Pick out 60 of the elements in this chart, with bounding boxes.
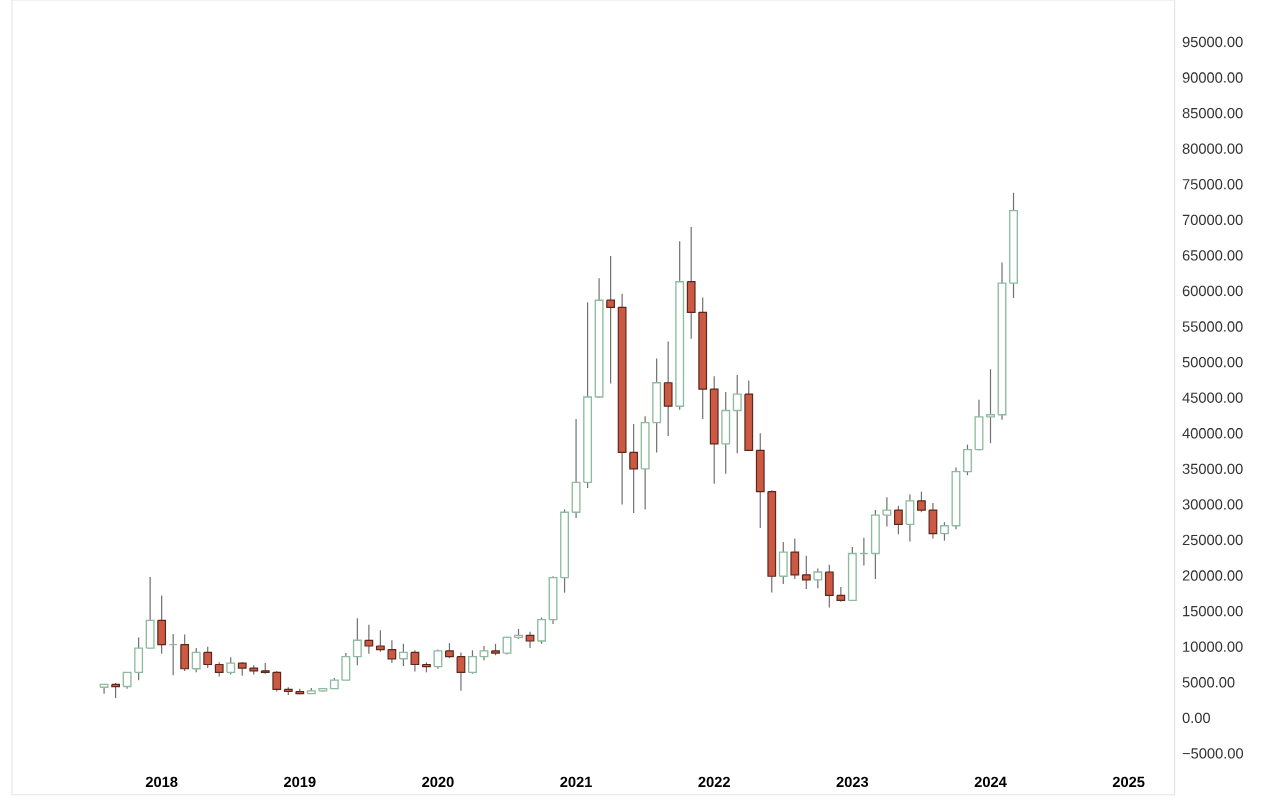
candlestick: [537, 616, 546, 645]
candlestick: [387, 639, 397, 664]
candlestick: [272, 670, 282, 693]
x-tick-label: 2022: [698, 776, 730, 788]
y-tick-label: 50000.00: [1182, 356, 1243, 368]
candlestick: [824, 564, 834, 609]
candlestick: [468, 649, 477, 675]
candlestick: [663, 340, 673, 437]
x-tick-label: 2018: [145, 776, 178, 788]
x-tick-label: 2020: [422, 776, 454, 788]
y-tick-label: 90000.00: [1182, 72, 1243, 83]
candlestick: [364, 624, 374, 655]
y-tick-label: 5000.00: [1182, 677, 1235, 688]
y-tick-label: 35000.00: [1182, 463, 1243, 475]
y-tick-label: 10000.00: [1183, 641, 1243, 652]
y-tick-label: 15000.00: [1183, 605, 1243, 617]
candlestick: [191, 647, 201, 673]
x-tick-label: 2021: [560, 776, 592, 788]
candlestick: [410, 649, 420, 673]
y-tick-label: 95000.00: [1182, 36, 1243, 48]
x-tick-label: 2023: [836, 776, 869, 788]
y-tick-label: 85000.00: [1182, 107, 1243, 119]
x-tick-label: 2024: [974, 776, 1007, 788]
candlestick: [375, 629, 385, 653]
y-tick-label: 20000.00: [1182, 570, 1243, 581]
y-tick-label: −5000.00: [1182, 748, 1244, 759]
candlestick: [99, 683, 109, 695]
candlestick: [203, 646, 213, 669]
candlestick: [629, 423, 639, 514]
candlestick: [732, 374, 742, 454]
candlestick: [917, 491, 926, 513]
candlestick: [894, 505, 903, 535]
candlestick: [939, 521, 949, 542]
candlestick: [456, 651, 466, 692]
candlestick: [525, 631, 535, 649]
y-tick-label: 45000.00: [1182, 392, 1243, 403]
x-tick-label: 2025: [1112, 776, 1145, 788]
y-tick-label: 75000.00: [1182, 179, 1243, 190]
candlestick: [398, 643, 408, 667]
candlestick: [963, 444, 972, 476]
candlestick: [606, 255, 615, 385]
y-tick-label: 40000.00: [1182, 428, 1243, 439]
candlestick: [905, 493, 915, 542]
candlestick: [790, 537, 800, 580]
y-tick-label: 60000.00: [1182, 285, 1243, 297]
y-tick-label: 80000.00: [1182, 143, 1243, 154]
candlestick: [801, 555, 811, 590]
candlestick: [986, 368, 995, 444]
candlestick: [928, 502, 938, 540]
candlestick: [341, 652, 351, 681]
y-tick-label: 30000.00: [1182, 499, 1243, 510]
y-tick-label: 0.00: [1182, 712, 1211, 724]
candlestick: [882, 496, 892, 528]
y-tick-label: 70000.00: [1182, 214, 1243, 226]
x-tick-label: 2019: [283, 776, 316, 788]
candlestick: [352, 617, 362, 666]
y-tick-label: 65000.00: [1182, 250, 1243, 261]
y-tick-label: 55000.00: [1182, 321, 1243, 332]
candlestick: [813, 567, 823, 589]
y-tick-label: 25000.00: [1182, 534, 1243, 546]
